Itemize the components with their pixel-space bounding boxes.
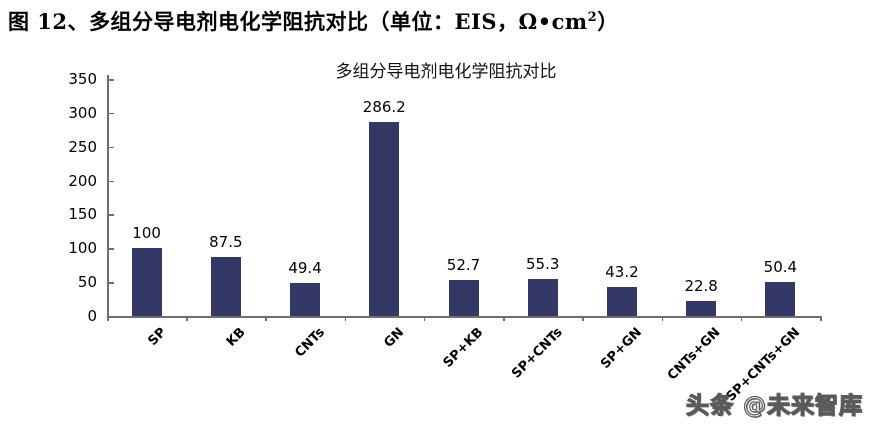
bar (290, 282, 321, 316)
x-axis-category-label: SP+KB (440, 325, 487, 371)
x-axis-tick (582, 316, 584, 321)
y-axis-tick (108, 146, 114, 149)
x-axis-category-label: SP (145, 325, 170, 349)
x-axis-tick (423, 316, 426, 321)
y-axis-tick (108, 316, 114, 318)
x-axis-tick (265, 316, 267, 321)
bar-value-label: 22.8 (684, 276, 718, 295)
bar (686, 300, 717, 316)
bar-value-label: 286.2 (362, 98, 406, 117)
x-axis-line (107, 316, 820, 318)
y-axis-tick-label: 300 (68, 103, 97, 122)
y-axis-tick-label: 0 (87, 307, 97, 325)
y-axis-tick-label: 50 (77, 273, 97, 292)
y-axis-tick (108, 79, 114, 81)
figure-caption: 图 12、多组分导电剂电化学阻抗对比（单位：EIS，Ω•cm2） (8, 6, 619, 36)
y-axis-tick-label: 250 (68, 137, 97, 156)
bar-value-label: 43.2 (605, 262, 639, 281)
x-axis-category-label: CNTs+GN (665, 325, 724, 384)
x-axis-category-label: SP+CNTs (508, 325, 566, 382)
x-axis-tick (661, 316, 664, 321)
figure-caption-text: 图 12、多组分导电剂电化学阻抗对比（单位：EIS，Ω•cm (8, 9, 588, 34)
bar (765, 281, 796, 316)
footer-divider-line (0, 414, 879, 417)
bar-value-label: 50.4 (763, 257, 798, 276)
bar-value-label: 49.4 (288, 258, 322, 277)
figure-caption-superscript: 2 (587, 10, 598, 25)
bar (527, 278, 558, 316)
x-axis-tick (503, 316, 505, 321)
bar-value-label: 55.3 (526, 254, 560, 273)
x-axis-category-label: SP+GN (597, 325, 645, 372)
y-axis-line (107, 75, 109, 317)
x-axis-tick (186, 316, 188, 321)
figure-caption-close: ） (597, 9, 619, 34)
bar-value-label: 87.5 (209, 232, 243, 251)
bar-value-label: 100 (132, 224, 161, 243)
x-axis-category-label: CNTs (292, 325, 328, 361)
x-axis-tick (344, 316, 347, 321)
y-axis-tick-label: 100 (68, 239, 97, 258)
y-axis-tick (108, 112, 114, 115)
bar-value-label: 52.7 (446, 256, 481, 275)
chart-title: 多组分导电剂电化学阻抗对比 (335, 62, 557, 82)
x-axis-tick (820, 316, 822, 321)
y-axis-tick-label: 150 (68, 205, 97, 224)
bar (131, 248, 162, 316)
y-axis-tick-label: 350 (68, 70, 97, 88)
y-axis-tick (108, 180, 114, 183)
x-axis-category-label: GN (381, 325, 407, 351)
bar (606, 286, 637, 316)
bar (210, 256, 241, 316)
x-axis-category-label: KB (223, 325, 249, 350)
y-axis-tick-label: 200 (68, 171, 97, 190)
x-axis-tick (740, 316, 743, 321)
x-axis-tick (107, 316, 109, 321)
y-axis-tick (108, 282, 114, 284)
bar (448, 280, 479, 316)
y-axis-tick (108, 248, 114, 250)
y-axis-tick (108, 214, 114, 216)
watermark: 头条 @未来智库 (685, 392, 863, 419)
bar (369, 122, 400, 316)
